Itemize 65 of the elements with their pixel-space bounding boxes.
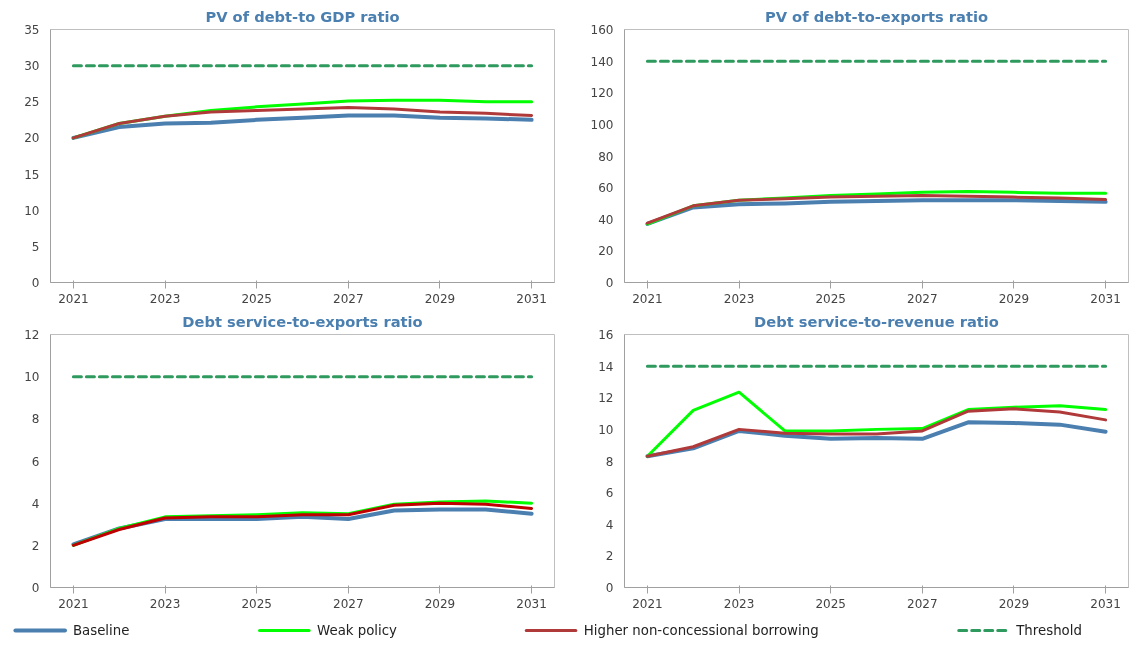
x-tick-label: 2025 bbox=[815, 291, 846, 306]
y-tick-label: 6 bbox=[31, 454, 40, 469]
x-tick-label: 2031 bbox=[516, 596, 547, 611]
y-tick-label: 12 bbox=[24, 328, 40, 342]
y-tick-label: 30 bbox=[24, 59, 40, 74]
y-tick-label: 140 bbox=[590, 54, 614, 69]
chart-title: PV of debt-to GDP ratio bbox=[205, 7, 400, 25]
y-tick-label: 10 bbox=[598, 422, 614, 437]
chart-title: PV of debt-to-exports ratio bbox=[764, 7, 989, 25]
x-tick-label: 2031 bbox=[1090, 596, 1121, 611]
x-tick-label: 2025 bbox=[241, 291, 272, 306]
y-tick-label: 160 bbox=[590, 23, 614, 37]
y-tick-label: 60 bbox=[598, 181, 614, 196]
x-tick-label: 2027 bbox=[907, 596, 938, 611]
y-tick-label: 20 bbox=[24, 131, 40, 146]
x-tick-label: 2029 bbox=[998, 291, 1030, 306]
x-tick-label: 2027 bbox=[333, 596, 364, 611]
x-tick-label: 2027 bbox=[907, 291, 938, 306]
x-tick-label: 2021 bbox=[632, 596, 663, 611]
x-tick-label: 2023 bbox=[723, 291, 755, 306]
legend-label: Weak policy bbox=[317, 623, 398, 638]
y-tick-label: 2 bbox=[605, 549, 614, 564]
x-tick-label: 2025 bbox=[241, 596, 272, 611]
y-tick-label: 25 bbox=[24, 95, 40, 110]
y-tick-label: 12 bbox=[598, 391, 614, 406]
y-tick-label: 4 bbox=[605, 517, 614, 532]
chart-title: Debt service-to-revenue ratio bbox=[754, 312, 999, 330]
x-tick-label: 2029 bbox=[424, 596, 456, 611]
x-tick-label: 2025 bbox=[815, 596, 846, 611]
x-tick-label: 2031 bbox=[516, 291, 547, 306]
y-tick-label: 40 bbox=[598, 212, 614, 227]
y-tick-label: 10 bbox=[24, 370, 40, 385]
x-tick-label: 2021 bbox=[58, 596, 89, 611]
y-tick-label: 80 bbox=[598, 149, 614, 164]
legend-label: Higher non-concessional borrowing bbox=[583, 623, 819, 638]
y-tick-label: 0 bbox=[31, 276, 40, 290]
y-tick-label: 6 bbox=[605, 486, 614, 501]
x-tick-label: 2023 bbox=[149, 596, 181, 611]
y-tick-label: 8 bbox=[605, 454, 614, 469]
legend-label: Threshold bbox=[1015, 623, 1082, 638]
x-tick-label: 2031 bbox=[1090, 291, 1121, 306]
y-tick-label: 4 bbox=[31, 496, 40, 511]
y-tick-label: 8 bbox=[31, 412, 40, 427]
x-tick-label: 2023 bbox=[723, 596, 755, 611]
y-tick-label: 2 bbox=[31, 538, 40, 553]
x-tick-label: 2023 bbox=[149, 291, 181, 306]
x-tick-label: 2029 bbox=[424, 291, 456, 306]
y-tick-label: 0 bbox=[31, 581, 40, 595]
y-tick-label: 15 bbox=[24, 167, 40, 182]
y-tick-label: 35 bbox=[24, 23, 40, 37]
x-tick-label: 2021 bbox=[58, 291, 89, 306]
legend-label: Baseline bbox=[72, 623, 130, 638]
x-tick-label: 2027 bbox=[333, 291, 364, 306]
x-tick-label: 2021 bbox=[632, 291, 663, 306]
y-tick-label: 5 bbox=[31, 239, 40, 254]
y-tick-label: 0 bbox=[605, 276, 614, 290]
chart-title: Debt service-to-exports ratio bbox=[182, 312, 423, 330]
y-tick-label: 16 bbox=[598, 328, 614, 342]
y-tick-label: 120 bbox=[590, 86, 614, 101]
y-tick-label: 14 bbox=[598, 359, 614, 374]
y-tick-label: 20 bbox=[598, 244, 614, 259]
x-tick-label: 2029 bbox=[998, 596, 1030, 611]
y-tick-label: 100 bbox=[590, 117, 614, 132]
y-tick-label: 10 bbox=[24, 203, 40, 218]
y-tick-label: 0 bbox=[605, 581, 614, 595]
